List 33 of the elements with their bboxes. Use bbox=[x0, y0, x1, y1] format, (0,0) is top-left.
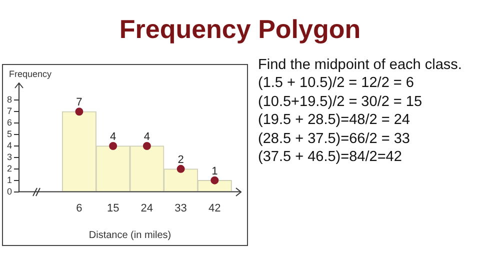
x-tick-label: 24 bbox=[140, 202, 154, 214]
y-tick-label: 7 bbox=[6, 106, 12, 116]
text: Find the midpoint of each class. bbox=[258, 56, 462, 74]
text: (37.5 + 46.5)=84/2=42 bbox=[258, 148, 403, 166]
y-tick-label: 0 bbox=[6, 186, 12, 196]
data-label: 4 bbox=[110, 130, 116, 143]
y-tick-label: 8 bbox=[6, 94, 12, 105]
x-tick-label: 42 bbox=[208, 202, 221, 214]
y-tick-label: 3 bbox=[6, 152, 12, 162]
point bbox=[210, 176, 219, 184]
x-axis-title: Distance (in miles) bbox=[88, 230, 172, 241]
data-label: 1 bbox=[212, 165, 218, 178]
x-tick-label: 33 bbox=[174, 202, 187, 214]
text: (1.5 + 10.5)/2 = 12/2 = 6 bbox=[258, 74, 415, 93]
y-tick-label: 1 bbox=[6, 174, 12, 185]
y-tick-label: 2 bbox=[6, 163, 12, 174]
text: (10.5+19.5)/2 = 30/2 = 15 bbox=[258, 92, 424, 112]
x-tick-label: 15 bbox=[106, 202, 120, 214]
chart-title: Frequency Polygon bbox=[118, 14, 362, 45]
text: (19.5 + 28.5)=48/2 = 24 bbox=[258, 111, 411, 130]
point bbox=[75, 108, 84, 116]
text: (28.5 + 37.5)=66/2 = 33 bbox=[258, 130, 411, 148]
y-axis-title: Frequency bbox=[9, 69, 52, 79]
data-label: 2 bbox=[178, 154, 184, 166]
point bbox=[142, 142, 151, 150]
point bbox=[176, 164, 185, 173]
x-tick-label: 6 bbox=[76, 202, 82, 214]
data-label: 7 bbox=[76, 96, 82, 109]
point bbox=[109, 142, 118, 150]
y-tick-label: 5 bbox=[6, 129, 12, 140]
y-tick-label: 4 bbox=[6, 140, 12, 150]
y-tick-label: 6 bbox=[6, 118, 12, 128]
data-label: 4 bbox=[144, 130, 150, 143]
